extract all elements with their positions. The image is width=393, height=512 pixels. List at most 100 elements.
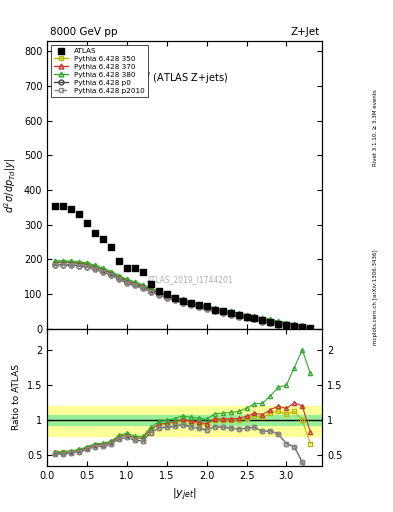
Pythia 6.428 380 <box>180 296 185 303</box>
Pythia 6.428 p0 <box>260 318 265 325</box>
Pythia 6.428 350 <box>228 310 233 316</box>
Pythia 6.428 370 <box>188 300 193 306</box>
Pythia 6.428 p0 <box>101 269 105 275</box>
Pythia 6.428 p0 <box>84 264 89 270</box>
ATLAS <box>291 322 298 330</box>
Pythia 6.428 350 <box>260 317 265 323</box>
Pythia 6.428 p0 <box>180 300 185 306</box>
Pythia 6.428 370 <box>101 266 105 272</box>
Text: Rivet 3.1.10, ≥ 3.3M events: Rivet 3.1.10, ≥ 3.3M events <box>373 90 378 166</box>
Pythia 6.428 380 <box>188 298 193 305</box>
Pythia 6.428 350 <box>292 323 297 329</box>
Pythia 6.428 380 <box>69 258 73 264</box>
Pythia 6.428 370 <box>77 260 81 266</box>
Pythia 6.428 380 <box>84 260 89 266</box>
ATLAS <box>259 316 266 324</box>
Pythia 6.428 350 <box>244 313 249 319</box>
Pythia 6.428 p0 <box>204 306 209 312</box>
Pythia 6.428 p2010 <box>164 294 169 301</box>
Pythia 6.428 p0 <box>292 324 297 330</box>
Pythia 6.428 370 <box>260 316 265 323</box>
Y-axis label: $d^2\sigma/dp_{Td}|y|$: $d^2\sigma/dp_{Td}|y|$ <box>2 157 18 212</box>
Pythia 6.428 p0 <box>196 304 201 310</box>
Pythia 6.428 380 <box>260 315 265 321</box>
Pythia 6.428 p2010 <box>173 297 177 304</box>
Pythia 6.428 370 <box>69 260 73 266</box>
Pythia 6.428 p2010 <box>276 322 281 328</box>
Pythia 6.428 350 <box>61 259 66 265</box>
Pythia 6.428 p0 <box>228 312 233 318</box>
ATLAS <box>187 298 194 307</box>
Pythia 6.428 p2010 <box>204 306 209 312</box>
Line: Pythia 6.428 370: Pythia 6.428 370 <box>53 260 313 330</box>
Pythia 6.428 370 <box>156 290 161 296</box>
ATLAS <box>211 306 218 314</box>
Pythia 6.428 p2010 <box>61 262 66 268</box>
Pythia 6.428 370 <box>236 311 241 317</box>
Pythia 6.428 350 <box>284 321 289 327</box>
ATLAS <box>132 264 138 272</box>
Pythia 6.428 350 <box>125 278 129 284</box>
Pythia 6.428 p2010 <box>69 262 73 268</box>
Y-axis label: Ratio to ATLAS: Ratio to ATLAS <box>12 365 21 431</box>
Pythia 6.428 370 <box>132 281 137 287</box>
Pythia 6.428 350 <box>196 303 201 309</box>
ATLAS <box>163 290 170 298</box>
Pythia 6.428 p2010 <box>84 264 89 270</box>
Pythia 6.428 p2010 <box>268 320 273 326</box>
ATLAS <box>156 287 162 295</box>
Line: Pythia 6.428 350: Pythia 6.428 350 <box>53 260 313 331</box>
Pythia 6.428 380 <box>268 316 273 323</box>
Pythia 6.428 p0 <box>220 310 225 316</box>
Pythia 6.428 350 <box>276 320 281 326</box>
Pythia 6.428 p2010 <box>220 310 225 316</box>
Pythia 6.428 380 <box>132 279 137 285</box>
Pythia 6.428 350 <box>117 274 121 280</box>
Pythia 6.428 380 <box>93 262 97 268</box>
Pythia 6.428 370 <box>140 283 145 289</box>
Pythia 6.428 380 <box>212 305 217 311</box>
X-axis label: $|y_{jet}|$: $|y_{jet}|$ <box>172 486 197 503</box>
Pythia 6.428 p2010 <box>132 283 137 289</box>
Pythia 6.428 380 <box>77 259 81 265</box>
Pythia 6.428 380 <box>252 313 257 319</box>
Pythia 6.428 350 <box>268 318 273 324</box>
Pythia 6.428 p2010 <box>292 324 297 330</box>
Pythia 6.428 370 <box>180 297 185 304</box>
Pythia 6.428 p2010 <box>236 314 241 320</box>
Pythia 6.428 p0 <box>276 322 281 328</box>
Pythia 6.428 370 <box>196 302 201 308</box>
Pythia 6.428 350 <box>300 324 305 330</box>
ATLAS <box>219 307 226 315</box>
Pythia 6.428 p0 <box>77 263 81 269</box>
Pythia 6.428 p0 <box>93 266 97 272</box>
Pythia 6.428 350 <box>84 261 89 267</box>
ATLAS <box>196 301 202 309</box>
Pythia 6.428 p2010 <box>244 315 249 321</box>
Pythia 6.428 370 <box>117 274 121 280</box>
Pythia 6.428 p2010 <box>140 285 145 291</box>
Pythia 6.428 p2010 <box>196 304 201 310</box>
ATLAS <box>116 257 122 265</box>
Bar <box>47 406 322 436</box>
ATLAS <box>76 210 82 219</box>
Pythia 6.428 380 <box>149 285 153 291</box>
Pythia 6.428 370 <box>308 325 313 331</box>
Pythia 6.428 p0 <box>300 325 305 331</box>
Pythia 6.428 380 <box>108 268 113 274</box>
Pythia 6.428 p2010 <box>308 326 313 332</box>
Pythia 6.428 380 <box>228 308 233 314</box>
Pythia 6.428 370 <box>220 308 225 314</box>
Pythia 6.428 370 <box>125 278 129 284</box>
Pythia 6.428 380 <box>220 307 225 313</box>
Pythia 6.428 p0 <box>236 314 241 320</box>
Pythia 6.428 370 <box>149 287 153 293</box>
ATLAS <box>283 321 290 329</box>
ATLAS <box>140 267 146 275</box>
ATLAS <box>252 314 258 323</box>
Text: ATLAS_2019_I1744201: ATLAS_2019_I1744201 <box>147 275 233 284</box>
Pythia 6.428 380 <box>292 321 297 327</box>
Pythia 6.428 380 <box>300 322 305 328</box>
ATLAS <box>299 323 305 331</box>
Line: Pythia 6.428 p2010: Pythia 6.428 p2010 <box>53 262 313 331</box>
